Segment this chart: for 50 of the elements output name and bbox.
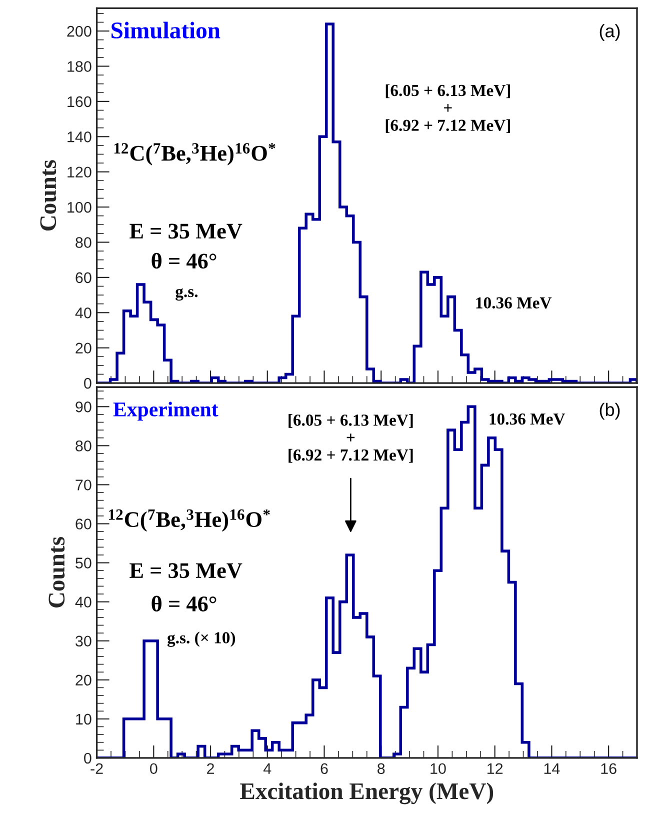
y-tick-label: 140 xyxy=(68,132,92,142)
annotation: Simulation xyxy=(112,22,220,38)
x-tick-label: 0 xyxy=(150,763,158,774)
y-tick-label: 20 xyxy=(76,342,92,354)
y-tick-label: 40 xyxy=(75,308,92,318)
x-axis-title: Excitation Energy (MeV) xyxy=(240,782,494,804)
y-tick-label: 0 xyxy=(84,752,92,764)
y-tick-label: 70 xyxy=(76,480,92,490)
x-tick-label: 12 xyxy=(488,763,503,774)
x-tick-label: 16 xyxy=(601,763,616,774)
annotation: (b) xyxy=(600,402,620,420)
annotation: (a) xyxy=(600,24,620,41)
y-tick-label: 40 xyxy=(75,596,92,608)
y-tick-label: 80 xyxy=(76,440,92,452)
y-tick-label: 180 xyxy=(68,61,92,72)
x-tick-label: 14 xyxy=(544,763,560,774)
y-tick-label: 30 xyxy=(76,636,92,647)
x-tick-label: 10 xyxy=(430,763,446,774)
y-tick-label: 10 xyxy=(76,714,92,725)
text: $^{12}$C($^{7}$Be,$^{3}$He)$^{16}$O$^{*}$ xyxy=(109,509,270,532)
annotation: [6.05 + 6.13 MeV] + [6.92 + 7.12 MeV] xyxy=(288,414,413,463)
annotation: θ = 46° xyxy=(152,252,216,269)
y-tick-label: 200 xyxy=(67,26,92,37)
annotation: E = 35 MeV xyxy=(130,224,242,239)
y-tick-label: 0 xyxy=(84,378,92,389)
x-tick-label: -2 xyxy=(90,763,103,774)
annotation: [6.05 + 6.13 MeV] + [6.92 + 7.12 MeV] xyxy=(386,84,510,134)
x-tick-label: 4 xyxy=(263,763,272,774)
y-tick-label: 60 xyxy=(76,518,92,530)
y-tick-label: 20 xyxy=(76,674,92,686)
y-tick-label: 100 xyxy=(68,202,92,213)
annotation: θ = 46° xyxy=(152,596,216,612)
y-tick-label: 50 xyxy=(76,558,92,568)
x-tick-label: 8 xyxy=(378,763,385,774)
y-tick-label: 60 xyxy=(76,272,92,284)
annotation: E = 35 MeV xyxy=(130,563,242,578)
annotation: g.s. xyxy=(176,288,198,301)
annotation: 10.36 MeV xyxy=(476,297,552,309)
annotation: 10.36 MeV xyxy=(490,413,566,425)
x-tick-label: 2 xyxy=(207,763,214,774)
text: $^{12}$C($^{7}$Be,$^{3}$He)$^{16}$O$^{*}$ xyxy=(114,143,276,166)
annotation: g.s. (× 10) xyxy=(167,632,236,647)
y-tick-label: 120 xyxy=(68,166,92,178)
x-tick-label: 6 xyxy=(320,763,328,774)
y-tick-label: 160 xyxy=(68,96,92,108)
y-tick-label: 90 xyxy=(76,402,92,412)
y-tick-label: 80 xyxy=(76,237,92,248)
y-axis-title: Counts xyxy=(48,537,65,608)
annotation: Experiment xyxy=(113,402,218,421)
y-axis-title: Counts xyxy=(40,160,56,231)
